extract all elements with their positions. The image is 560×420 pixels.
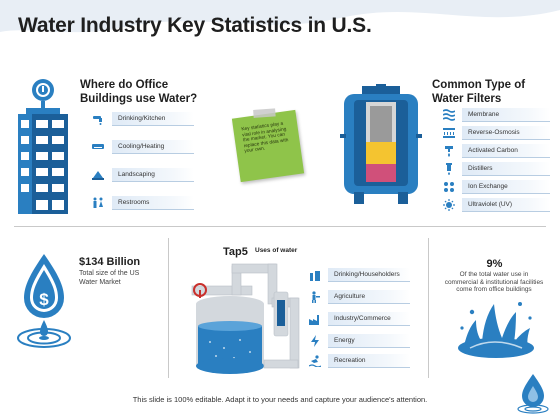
uses-item-label: Energy xyxy=(334,337,355,344)
office-section-heading: Where do Office Buildings use Water? xyxy=(80,78,197,106)
filters-heading-line2: Water Filters xyxy=(432,93,502,105)
sticky-note: Key statistics play a vital role in anal… xyxy=(231,108,305,183)
uses-item-agriculture: Agriculture xyxy=(328,290,410,304)
filter-item-label: Activated Carbon xyxy=(468,147,518,154)
carbon-icon xyxy=(445,146,453,157)
office-building-illustration xyxy=(18,79,68,214)
filter-item-ion-exchange: Ion Exchange xyxy=(462,180,550,194)
household-icon xyxy=(310,271,320,281)
restroom-icon xyxy=(93,197,103,208)
water-drop-dollar-icon: $ xyxy=(17,254,71,348)
office-water-percent: 9% xyxy=(486,258,503,270)
filter-item-label: Ultraviolet (UV) xyxy=(468,201,513,208)
filter-item-label: Ion Exchange xyxy=(468,183,508,190)
note-tape xyxy=(253,108,276,118)
office-water-description: Of the total water use in commercial & i… xyxy=(432,271,556,294)
air-conditioner-icon xyxy=(92,144,104,149)
uses-item-label: Drinking/Householders xyxy=(334,271,400,278)
office-stat-line3: come from office buildings xyxy=(456,286,532,293)
faucet-icon xyxy=(93,116,102,125)
header-wave-decoration xyxy=(0,0,560,33)
uses-item-label: Industry/Commerce xyxy=(334,315,391,322)
uses-item-industry-commerce: Industry/Commerce xyxy=(328,312,410,326)
office-heading-line1: Where do Office xyxy=(80,79,169,91)
market-size-description: Total size of the US Water Market xyxy=(79,270,139,287)
agriculture-icon xyxy=(312,291,320,303)
office-item-landscaping: Landscaping xyxy=(112,168,194,182)
office-item-drinking-kitchen: Drinking/Kitchen xyxy=(112,112,194,126)
market-size-line1: Total size of the US xyxy=(79,270,140,277)
filter-item-label: Distillers xyxy=(468,165,493,172)
market-size-line2: Water Market xyxy=(79,278,121,286)
filters-heading-line1: Common Type of xyxy=(432,79,526,91)
office-stat-line2: commercial & institutional facilities xyxy=(444,278,544,286)
water-tank-pipes-illustration xyxy=(191,263,300,374)
filter-item-activated-carbon: Activated Carbon xyxy=(462,144,550,158)
office-heading-line2: Buildings use Water? xyxy=(80,93,198,105)
filter-item-ultraviolet: Ultraviolet (UV) xyxy=(462,198,550,212)
office-item-label: Cooling/Heating xyxy=(118,143,165,150)
uses-item-label: Agriculture xyxy=(334,293,366,300)
footer-text: This slide is 100% editable. Adapt it to… xyxy=(132,395,428,404)
filters-section-heading: Common Type of Water Filters xyxy=(432,78,525,106)
reverse-osmosis-icon xyxy=(443,128,455,138)
uv-icon xyxy=(443,199,455,211)
landscaping-icon xyxy=(92,171,104,180)
uses-item-recreation: Recreation xyxy=(328,354,410,368)
office-item-restrooms: Restrooms xyxy=(112,196,194,210)
filter-item-label: Membrane xyxy=(468,111,500,118)
filter-item-label: Reverse-Osmosis xyxy=(468,129,520,136)
filter-item-reverse-osmosis: Reverse-Osmosis xyxy=(462,126,550,140)
office-stat-line1: Of the total water use in xyxy=(459,271,529,278)
uses-item-energy: Energy xyxy=(328,334,410,348)
water-filter-tank-illustration xyxy=(340,84,422,204)
recreation-icon xyxy=(309,355,321,367)
office-item-label: Drinking/Kitchen xyxy=(118,115,166,122)
ion-exchange-icon xyxy=(444,182,454,192)
energy-icon xyxy=(311,335,319,347)
section-divider-left xyxy=(168,238,169,378)
water-drop-corner-icon xyxy=(517,374,549,414)
note-text: Key statistics play a vital role in anal… xyxy=(241,121,289,155)
market-size-value: $134 Billion xyxy=(79,256,141,268)
section-divider-right xyxy=(428,238,429,378)
office-item-label: Restrooms xyxy=(118,199,150,206)
distiller-icon xyxy=(446,163,452,175)
page-title: Water Industry Key Statistics in U.S. xyxy=(18,14,372,37)
uses-subheading: Uses of water xyxy=(255,247,298,254)
office-item-cooling-heating: Cooling/Heating xyxy=(112,140,194,154)
uses-item-drinking-householders: Drinking/Householders xyxy=(328,268,410,282)
filter-item-membrane: Membrane xyxy=(462,108,550,122)
membrane-icon xyxy=(443,109,455,121)
section-divider-horizontal xyxy=(14,226,546,227)
office-item-label: Landscaping xyxy=(118,171,155,178)
svg-text:$: $ xyxy=(39,290,49,309)
factory-icon xyxy=(309,315,319,325)
uses-heading: Tap5 xyxy=(223,246,248,258)
water-splash-illustration xyxy=(458,302,534,358)
uses-item-label: Recreation xyxy=(334,357,366,364)
filter-item-distillers: Distillers xyxy=(462,162,550,176)
